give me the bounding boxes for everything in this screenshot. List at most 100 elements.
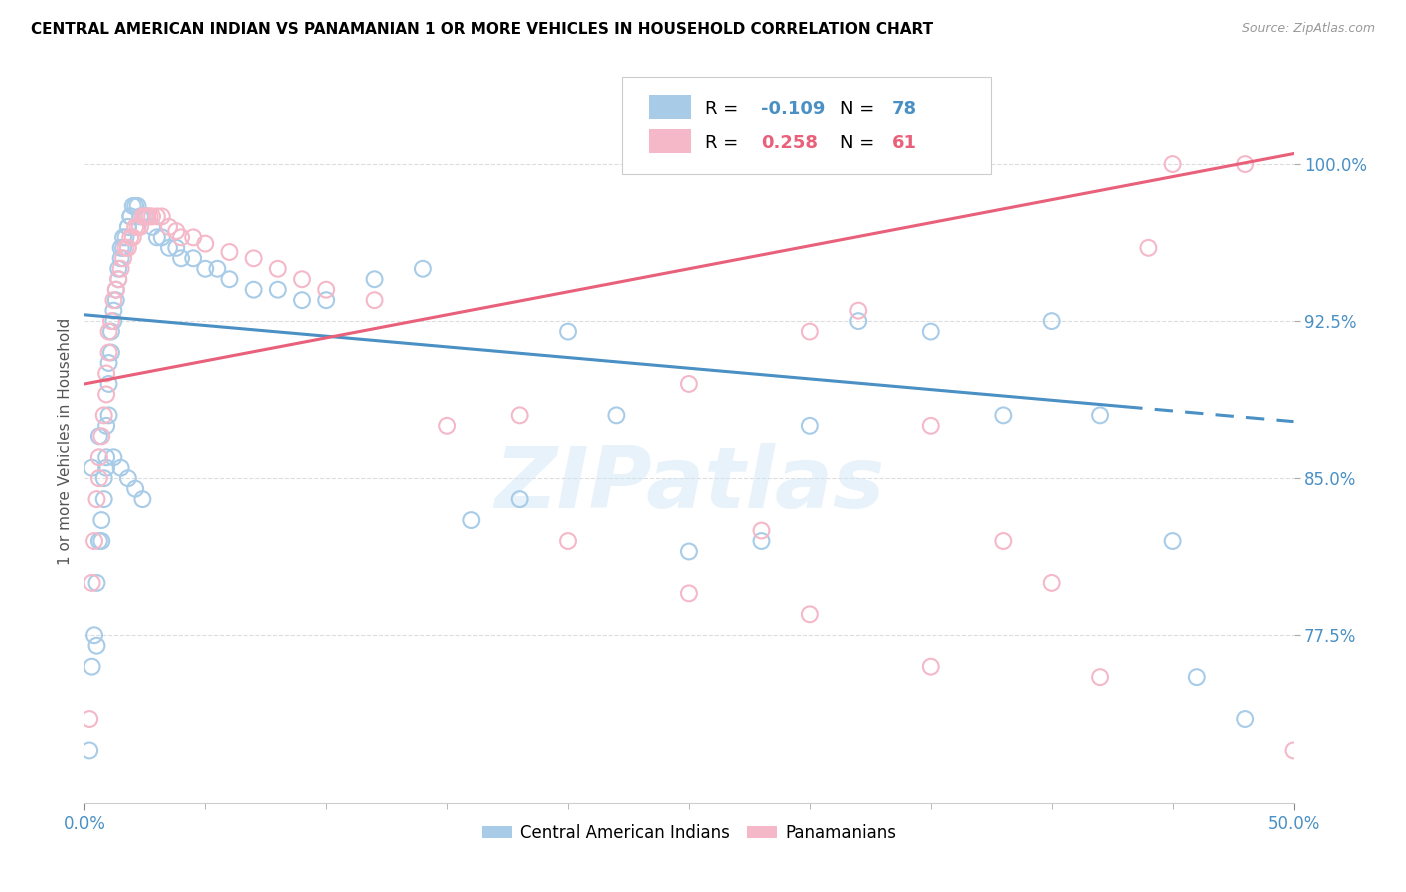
Point <box>117 241 139 255</box>
Point <box>1088 409 1111 423</box>
Point <box>87 450 110 465</box>
Point <box>80 659 103 673</box>
Point <box>146 210 169 224</box>
Point <box>557 325 579 339</box>
Point <box>100 345 122 359</box>
Text: CENTRAL AMERICAN INDIAN VS PANAMANIAN 1 OR MORE VEHICLES IN HOUSEHOLD CORRELATIO: CENTRAL AMERICAN INDIAN VS PANAMANIAN 1 … <box>31 22 934 37</box>
Point <box>77 712 100 726</box>
Point <box>146 230 169 244</box>
Text: Source: ZipAtlas.com: Source: ZipAtlas.com <box>1241 22 1375 36</box>
Point <box>114 230 136 244</box>
Point <box>103 293 125 308</box>
Text: -0.109: -0.109 <box>762 100 825 118</box>
Point <box>97 376 120 391</box>
Point <box>87 429 110 443</box>
Point <box>141 210 163 224</box>
Point <box>120 210 142 224</box>
Point <box>291 293 314 308</box>
Point <box>1234 157 1257 171</box>
Point <box>104 293 127 308</box>
Point <box>107 272 129 286</box>
Point <box>100 314 122 328</box>
Point <box>107 261 129 276</box>
Point <box>165 241 187 255</box>
Point <box>80 575 103 590</box>
Text: 0.258: 0.258 <box>762 135 818 153</box>
Point <box>110 252 132 266</box>
Text: N =: N = <box>841 135 880 153</box>
Point <box>181 230 204 244</box>
Point <box>1185 670 1208 684</box>
Point <box>170 230 193 244</box>
Point <box>97 409 120 423</box>
Point <box>110 241 132 255</box>
Point <box>121 199 143 213</box>
Point <box>134 210 156 224</box>
Point <box>131 210 153 224</box>
Point <box>846 303 869 318</box>
Point <box>97 325 120 339</box>
Point <box>157 219 180 234</box>
Point <box>124 482 146 496</box>
Point <box>150 210 173 224</box>
Point <box>117 219 139 234</box>
Point <box>127 219 149 234</box>
Point <box>194 261 217 276</box>
Point <box>1234 712 1257 726</box>
Point <box>460 513 482 527</box>
Point <box>97 356 120 370</box>
Point <box>170 252 193 266</box>
Point <box>103 303 125 318</box>
Point <box>218 272 240 286</box>
Point <box>104 283 127 297</box>
Point <box>87 471 110 485</box>
Point <box>134 210 156 224</box>
Point <box>799 325 821 339</box>
Point <box>120 230 142 244</box>
Point <box>107 272 129 286</box>
Point <box>83 628 105 642</box>
Point <box>90 429 112 443</box>
Point <box>1040 575 1063 590</box>
Point <box>131 492 153 507</box>
Point <box>315 283 337 297</box>
Point <box>993 409 1015 423</box>
Point <box>112 230 135 244</box>
Point <box>94 387 117 401</box>
Point <box>412 261 434 276</box>
Point <box>141 219 163 234</box>
Point <box>86 492 108 507</box>
Legend: Central American Indians, Panamanians: Central American Indians, Panamanians <box>475 817 903 848</box>
Point <box>100 325 122 339</box>
Point <box>129 210 152 224</box>
Point <box>509 492 531 507</box>
Point <box>136 210 159 224</box>
Point <box>1040 314 1063 328</box>
Point <box>110 261 132 276</box>
Point <box>920 659 942 673</box>
Point <box>242 252 264 266</box>
Text: N =: N = <box>841 100 880 118</box>
Point <box>94 418 117 433</box>
Point <box>86 575 108 590</box>
Point <box>103 314 125 328</box>
Point <box>117 471 139 485</box>
Point <box>157 241 180 255</box>
Point <box>120 210 142 224</box>
Point <box>751 534 773 549</box>
Point <box>181 252 204 266</box>
Point <box>112 241 135 255</box>
Point <box>242 283 264 297</box>
Point <box>267 283 290 297</box>
Point <box>291 272 314 286</box>
Point <box>94 367 117 381</box>
Point <box>93 492 115 507</box>
Point <box>124 199 146 213</box>
Point <box>1161 534 1184 549</box>
Point <box>124 219 146 234</box>
Point <box>363 293 385 308</box>
Point <box>799 418 821 433</box>
Text: R =: R = <box>704 135 744 153</box>
Point <box>751 524 773 538</box>
Point <box>363 272 385 286</box>
